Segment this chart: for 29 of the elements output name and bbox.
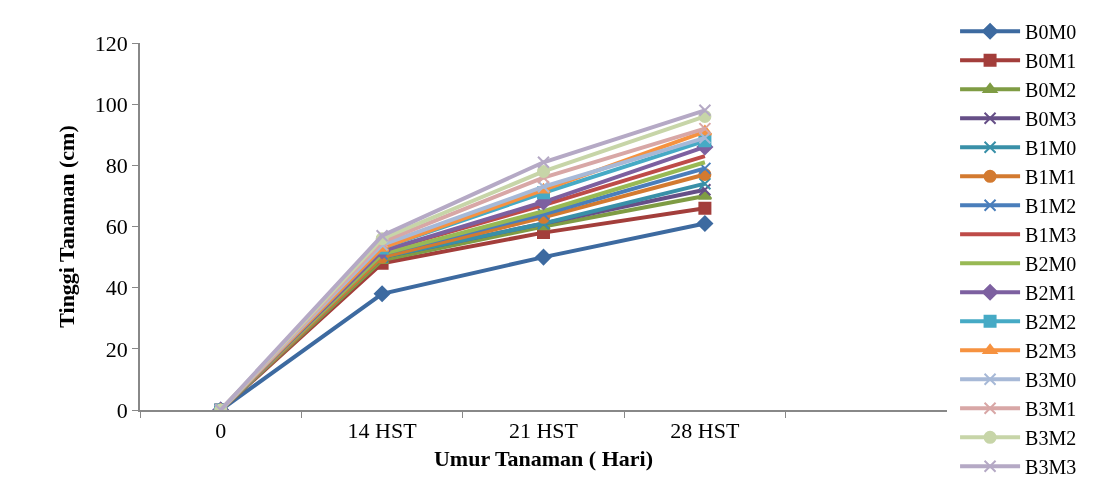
legend-label: B0M2 <box>1025 79 1077 102</box>
legend-label: B3M0 <box>1025 369 1077 392</box>
x-tick-label: 28 HST <box>670 418 740 444</box>
x-tick-label: 14 HST <box>347 418 418 444</box>
legend-label: B2M0 <box>1025 253 1077 276</box>
legend-label: B3M2 <box>1025 427 1077 450</box>
y-tick-label: 80 <box>105 153 128 179</box>
y-tick-label: 60 <box>105 214 128 240</box>
legend-label: B3M1 <box>1025 398 1077 421</box>
legend-label: B1M2 <box>1025 195 1077 218</box>
legend-label: B2M3 <box>1025 340 1077 363</box>
y-tick-label: 120 <box>94 30 128 56</box>
legend-label: B0M0 <box>1025 21 1077 44</box>
y-tick-label: 40 <box>105 275 128 301</box>
y-tick-label: 20 <box>105 336 128 362</box>
legend-label: B2M2 <box>1025 311 1077 334</box>
x-tick-label: 0 <box>215 418 227 444</box>
x-axis-title: Umur Tanaman ( Hari) <box>433 445 654 471</box>
legend-label: B1M0 <box>1025 137 1077 160</box>
y-tick-label: 100 <box>94 91 128 117</box>
y-axis-title: Tinggi Tanaman (cm) <box>54 125 80 328</box>
legend-label: B0M1 <box>1025 50 1077 73</box>
legend-label: B1M3 <box>1025 224 1077 247</box>
y-tick-label: 0 <box>116 397 128 423</box>
x-tick-label: 21 HST <box>508 418 579 444</box>
legend-label: B2M1 <box>1025 282 1077 305</box>
legend-label: B0M3 <box>1025 108 1077 131</box>
legend-label: B3M3 <box>1025 456 1077 479</box>
legend-label: B1M1 <box>1025 166 1077 189</box>
